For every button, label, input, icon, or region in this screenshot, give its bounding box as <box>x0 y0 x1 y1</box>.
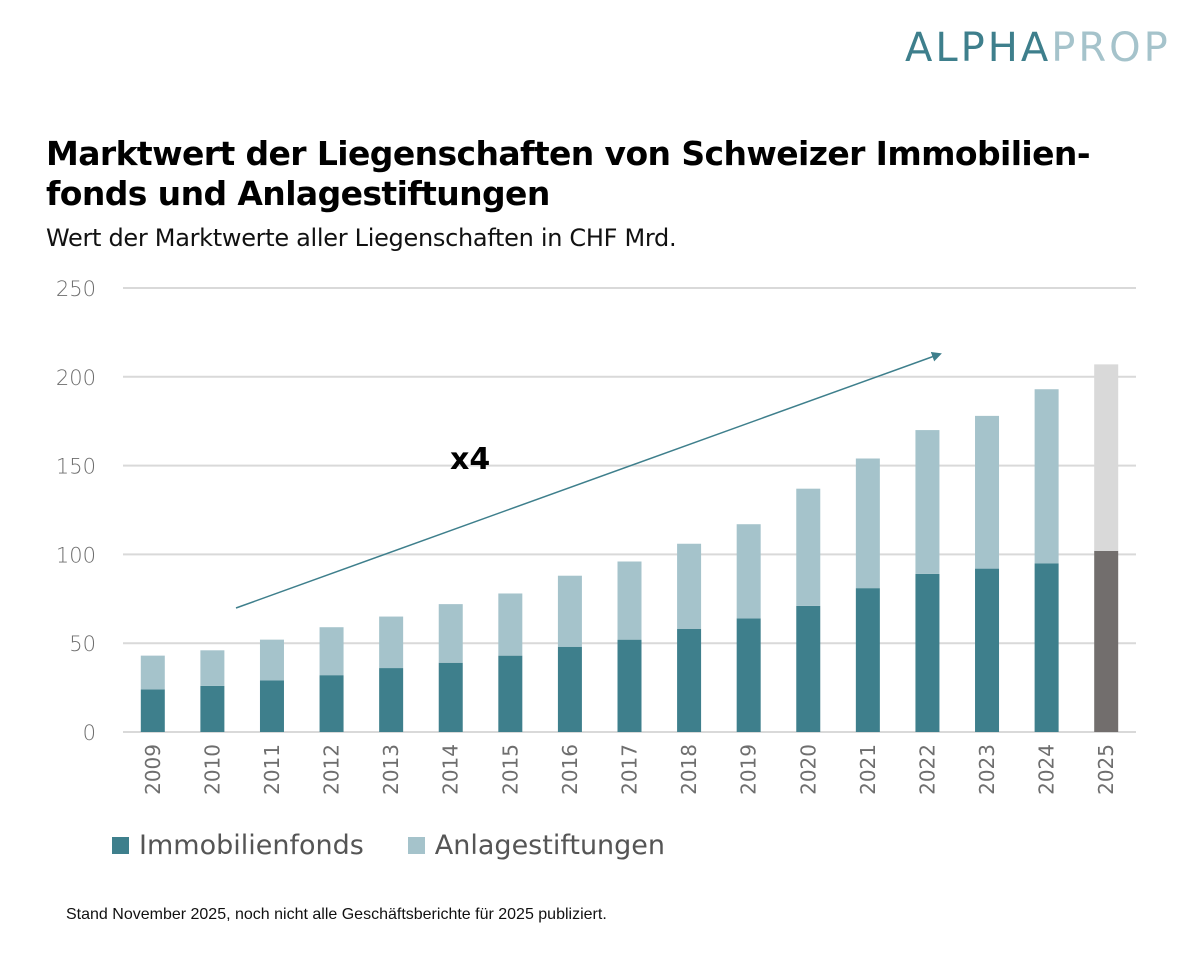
x-tick-label: 2025 <box>1094 744 1118 795</box>
x-tick-label: 2016 <box>558 744 582 795</box>
x-tick-label: 2014 <box>439 744 463 795</box>
bar-anlagestiftungen-2021 <box>855 458 880 589</box>
x-tick-label: 2019 <box>737 744 761 795</box>
chart-title: Marktwert der Liegenschaften von Schweiz… <box>46 134 1091 213</box>
legend-item-anlagestiftungen: Anlagestiftungen <box>407 830 666 861</box>
bar-immobilienfonds-2017 <box>617 639 642 732</box>
bars <box>140 364 1119 732</box>
bar-immobilienfonds-2024 <box>1034 563 1059 732</box>
bar-immobilienfonds-2019 <box>736 618 761 732</box>
x-tick-label: 2015 <box>498 744 522 795</box>
bar-immobilienfonds-2009 <box>140 689 165 732</box>
bar-immobilienfonds-2015 <box>498 655 523 732</box>
x-tick-label: 2024 <box>1035 744 1059 795</box>
growth-annotation: x4 <box>235 352 942 609</box>
x-tick-label: 2022 <box>915 744 939 795</box>
legend-swatch-immobilienfonds <box>112 837 129 854</box>
legend-item-immobilienfonds: Immobilienfonds <box>112 830 364 861</box>
x-tick-label: 2018 <box>677 744 701 795</box>
bar-immobilienfonds-2012 <box>319 675 344 732</box>
x-tick-label: 2011 <box>260 744 284 795</box>
x-tick-label: 2020 <box>796 744 820 795</box>
x-tick-label: 2009 <box>141 744 165 795</box>
y-tick-label: 100 <box>56 543 96 567</box>
legend-label-anlagestiftungen: Anlagestiftungen <box>434 830 666 861</box>
alphaprop-logo: ALPHAPROP <box>905 28 1171 68</box>
bar-immobilienfonds-2014 <box>438 662 463 732</box>
bar-anlagestiftungen-2012 <box>319 627 344 676</box>
bar-anlagestiftungen-2013 <box>379 616 404 669</box>
footnote: Stand November 2025, noch nicht alle Ges… <box>66 906 607 923</box>
x-tick-label: 2023 <box>975 744 999 795</box>
bar-anlagestiftungen-2011 <box>259 639 284 681</box>
bar-immobilienfonds-2020 <box>796 605 821 732</box>
bar-immobilienfonds-2011 <box>259 680 284 732</box>
legend-label-immobilienfonds: Immobilienfonds <box>139 830 364 861</box>
bar-immobilienfonds-2025 <box>1094 550 1119 732</box>
bar-immobilienfonds-2013 <box>379 668 404 732</box>
bar-anlagestiftungen-2009 <box>140 655 165 690</box>
y-tick-label: 50 <box>69 632 96 656</box>
growth-label: x4 <box>450 442 490 477</box>
chart-subtitle: Wert der Marktwerte aller Liegenschaften… <box>46 224 677 252</box>
legend: Immobilienfonds Anlagestiftungen <box>112 830 709 861</box>
bar-immobilienfonds-2022 <box>915 573 940 732</box>
x-tick-label: 2017 <box>618 744 642 795</box>
x-tick-label: 2021 <box>856 744 880 795</box>
logo-part-alpha: ALPHA <box>905 25 1052 71</box>
y-tick-label: 250 <box>56 277 96 301</box>
bar-anlagestiftungen-2010 <box>200 650 225 686</box>
bar-immobilienfonds-2018 <box>677 628 702 732</box>
bar-anlagestiftungen-2014 <box>438 604 463 663</box>
bar-anlagestiftungen-2020 <box>796 488 821 606</box>
bar-anlagestiftungen-2022 <box>915 430 940 574</box>
bar-anlagestiftungen-2019 <box>736 524 761 619</box>
y-tick-label: 150 <box>56 455 96 479</box>
x-tick-label: 2010 <box>200 744 224 795</box>
bar-anlagestiftungen-2015 <box>498 593 523 656</box>
bar-anlagestiftungen-2018 <box>677 543 702 629</box>
bar-anlagestiftungen-2017 <box>617 561 642 640</box>
x-axis-ticks: 2009 2010 2011 2012 2013 2014 2015 2016 2017 2018… <box>141 744 1118 795</box>
y-axis-ticks: 0 50 100 150 200 250 <box>56 277 96 745</box>
growth-arrow <box>235 352 942 609</box>
bar-anlagestiftungen-2016 <box>557 575 582 647</box>
bar-immobilienfonds-2010 <box>200 685 225 732</box>
x-tick-label: 2012 <box>320 744 344 795</box>
bar-anlagestiftungen-2024 <box>1034 389 1059 564</box>
legend-swatch-anlagestiftungen <box>407 837 425 854</box>
y-tick-label: 200 <box>56 366 96 390</box>
x-tick-label: 2013 <box>379 744 403 795</box>
logo-part-prop: PROP <box>1051 25 1171 71</box>
y-tick-label: 0 <box>83 721 96 745</box>
bar-immobilienfonds-2021 <box>855 588 880 732</box>
bar-immobilienfonds-2023 <box>975 568 1000 732</box>
bar-immobilienfonds-2016 <box>557 646 582 732</box>
bar-anlagestiftungen-2023 <box>975 415 1000 569</box>
bar-anlagestiftungen-2025 <box>1094 364 1119 551</box>
